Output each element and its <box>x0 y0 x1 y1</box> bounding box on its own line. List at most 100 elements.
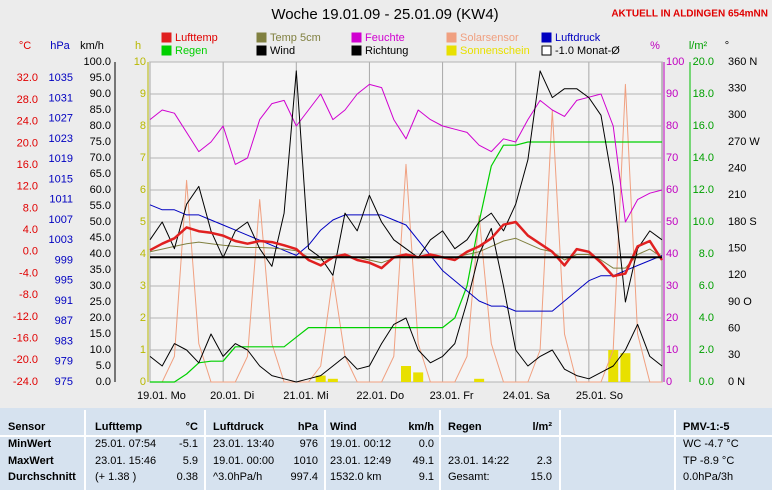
table-header: Regen <box>448 421 482 433</box>
table-cell: (+ 1.38 ) <box>95 471 136 483</box>
legend-swatch <box>256 45 267 56</box>
table-panel <box>0 408 772 490</box>
x-tick-label: 22.01. Do <box>356 390 404 402</box>
y-tick-label: 35.0 <box>90 264 111 276</box>
y-tick-label: 1 <box>140 344 146 356</box>
axis-label: hPa <box>50 40 70 52</box>
legend-label: Luftdruck <box>555 32 601 44</box>
legend-label: Lufttemp <box>175 32 218 44</box>
y-tick-label: 991 <box>55 295 73 307</box>
table-cell: 0.0hPa/3h <box>683 471 733 483</box>
legend-swatch <box>351 45 362 56</box>
table-header: Lufttemp <box>95 421 142 433</box>
y-tick-label: 0.0 <box>23 246 38 258</box>
table-value: 976 <box>300 438 318 450</box>
legend-label: Feuchte <box>365 32 405 44</box>
y-tick-label: 4 <box>140 248 146 260</box>
y-tick-label: 25.0 <box>90 296 111 308</box>
sunshine-bar <box>327 378 338 382</box>
table-value: 0.0 <box>419 438 434 450</box>
y-tick-label: 9 <box>140 88 146 100</box>
y-tick-label: 60 <box>728 323 740 335</box>
x-tick-label: 23.01. Fr <box>430 390 474 402</box>
table-cell: 23.01. 15:46 <box>95 455 156 467</box>
y-tick-label: 15.0 <box>90 328 111 340</box>
y-tick-label: 5 <box>140 216 146 228</box>
y-tick-label: 5.0 <box>96 360 111 372</box>
x-tick-label: 24.01. Sa <box>503 390 551 402</box>
series-line <box>149 237 663 269</box>
legend-swatch <box>541 32 552 43</box>
y-tick-label: 24.0 <box>17 116 38 128</box>
y-tick-label: 14.0 <box>693 152 714 164</box>
axis-label: °C <box>19 40 31 52</box>
y-tick-label: 12.0 <box>17 181 38 193</box>
series-line <box>149 83 663 223</box>
y-tick-label: 0.0 <box>96 376 111 388</box>
y-tick-label: 1011 <box>49 194 73 206</box>
table-header: Luftdruck <box>213 421 265 433</box>
y-tick-label: 6 <box>140 184 146 196</box>
y-tick-label: 330 <box>728 83 746 95</box>
y-tick-label: 0 <box>666 376 672 388</box>
y-tick-label: 60.0 <box>90 184 111 196</box>
y-tick-label: 30 <box>728 349 740 361</box>
row-label: MaxWert <box>8 455 54 467</box>
table-cell: 23.01. 13:40 <box>213 438 274 450</box>
table-cell: 23.01. 14:22 <box>448 455 509 467</box>
y-tick-label: 75.0 <box>90 136 111 148</box>
y-tick-label: 3 <box>140 280 146 292</box>
y-tick-label: 1031 <box>49 92 73 104</box>
table-cell: 23.01. 12:49 <box>330 455 391 467</box>
y-tick-label: 1003 <box>49 234 73 246</box>
y-tick-label: -20.0 <box>13 354 38 366</box>
y-tick-label: 16.0 <box>693 120 714 132</box>
table-header-unit: km/h <box>408 421 434 433</box>
table-value: 49.1 <box>413 455 434 467</box>
legend-swatch <box>351 32 362 43</box>
legend-swatch <box>256 32 267 43</box>
y-tick-label: 55.0 <box>90 200 111 212</box>
y-tick-label: -4.0 <box>19 267 38 279</box>
y-tick-label: 18.0 <box>693 88 714 100</box>
series-line <box>150 83 662 383</box>
table-cell: 25.01. 07:54 <box>95 438 156 450</box>
y-tick-label: 360 N <box>728 56 757 68</box>
y-tick-label: 1019 <box>49 153 73 165</box>
y-tick-label: 2 <box>140 312 146 324</box>
y-tick-label: 6.0 <box>699 280 714 292</box>
sunshine-bar <box>413 372 424 382</box>
y-tick-label: 1023 <box>49 133 73 145</box>
legend-label: Sonnenschein <box>460 45 530 57</box>
table-cell: Gesamt: <box>448 471 490 483</box>
y-tick-label: 45.0 <box>90 232 111 244</box>
y-tick-label: 20.0 <box>693 56 714 68</box>
y-tick-label: 12.0 <box>693 184 714 196</box>
y-tick-label: 1027 <box>49 113 73 125</box>
y-tick-label: 2.0 <box>699 344 714 356</box>
y-tick-label: 95.0 <box>90 72 111 84</box>
y-tick-label: 979 <box>55 356 73 368</box>
y-tick-label: 70.0 <box>90 152 111 164</box>
table-header: PMV-1:-5 <box>683 421 729 433</box>
y-tick-label: -8.0 <box>19 289 38 301</box>
series-line <box>149 220 664 278</box>
table-cell: WC -4.7 °C <box>683 438 739 450</box>
y-tick-label: 32.0 <box>17 72 38 84</box>
y-tick-label: 20.0 <box>90 312 111 324</box>
sunshine-bar <box>474 378 485 382</box>
y-tick-label: 70 <box>666 152 678 164</box>
table-header-unit: hPa <box>298 421 319 433</box>
table-value: 2.3 <box>537 455 552 467</box>
y-tick-label: 1015 <box>49 173 73 185</box>
y-tick-label: 210 <box>728 189 746 201</box>
legend-label: Richtung <box>365 45 408 57</box>
y-tick-label: 10 <box>666 344 678 356</box>
x-tick-label: 19.01. Mo <box>137 390 186 402</box>
legend-label: -1.0 Monat-Ø <box>555 45 620 57</box>
table-value: 997.4 <box>290 471 318 483</box>
table-value: 5.9 <box>183 455 198 467</box>
y-tick-label: 7 <box>140 152 146 164</box>
